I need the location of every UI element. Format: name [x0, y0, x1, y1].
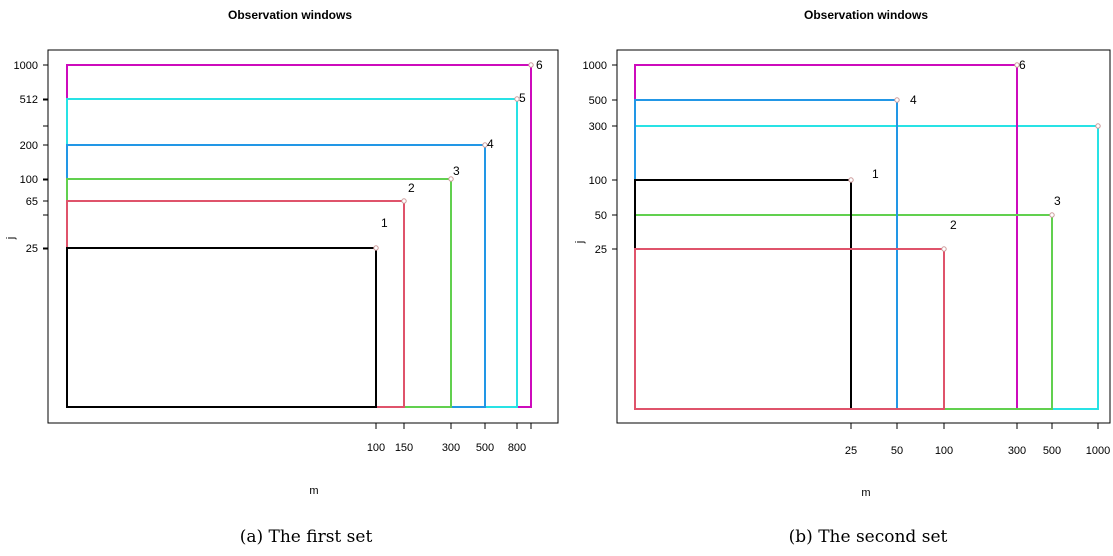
y-tick-label: 100 [20, 174, 38, 186]
y-tick-label: 300 [589, 121, 607, 133]
y-tick-label: 200 [20, 140, 38, 152]
x-tick-label: 800 [508, 442, 526, 454]
caption: (a) The first set [240, 527, 373, 547]
y-tick-label: 50 [595, 210, 607, 222]
y-tick-label: 25 [26, 243, 38, 255]
window-4-label: 4 [487, 137, 494, 151]
x-tick-label: 150 [395, 442, 413, 454]
x-tick-label: 1000 [1086, 445, 1110, 457]
x-tick-label: 100 [367, 442, 385, 454]
x-tick-label: 25 [845, 445, 857, 457]
y-tick-label: 500 [589, 95, 607, 107]
window-4-corner-point [482, 142, 488, 148]
window-2-corner-point [941, 246, 947, 252]
window-4-corner-point [894, 97, 900, 103]
window-1-rect [66, 247, 377, 408]
window-2-label: 2 [408, 181, 415, 195]
y-tick-label: 1000 [583, 60, 607, 72]
caption: (b) The second set [789, 527, 948, 547]
window-4-rect [66, 144, 486, 408]
windows: 6 5 4 3 2 1 [66, 58, 543, 408]
y-axis: 25 65 100 200 512 1000 [14, 60, 48, 255]
window-2-label: 2 [950, 218, 957, 232]
y-tick-label: 512 [20, 94, 38, 106]
window-5-corner-point [1095, 123, 1101, 129]
window-6-label: 6 [536, 58, 543, 72]
x-axis: 100 150 300 500 800 [367, 423, 532, 454]
window-4-rect [634, 99, 898, 410]
y-tick-label: 100 [589, 175, 607, 187]
window-6-rect [66, 64, 532, 408]
window-1-label: 1 [872, 167, 879, 181]
x-tick-label: 300 [1008, 445, 1026, 457]
window-6-corner-point [1014, 62, 1020, 68]
window-1-corner-point [848, 177, 854, 183]
plot-frame [47, 49, 559, 424]
window-2-rect [634, 248, 945, 410]
chart-title: Observation windows [804, 8, 928, 22]
y-axis-label: j [5, 237, 17, 240]
window-3-rect [634, 214, 1053, 410]
x-tick-label: 100 [935, 445, 953, 457]
window-5-label: 5 [519, 91, 526, 105]
plot-frame [616, 49, 1111, 424]
window-1-corner-point [373, 245, 379, 251]
y-tick-label: 65 [26, 196, 38, 208]
window-5-rect [634, 125, 1099, 410]
window-3-label: 3 [1054, 194, 1061, 208]
window-5-corner-point [514, 96, 520, 102]
chart-title: Observation windows [228, 8, 352, 22]
x-tick-label: 300 [442, 442, 460, 454]
x-tick-label: 500 [1043, 445, 1061, 457]
x-axis-label: m [861, 487, 870, 499]
x-tick-label: 50 [891, 445, 903, 457]
window-3-rect [66, 178, 452, 408]
y-axis-label: j [574, 241, 586, 244]
window-3-corner-point [448, 176, 454, 182]
window-6-label: 6 [1019, 58, 1026, 72]
window-3-corner-point [1049, 212, 1055, 218]
window-6-rect [634, 64, 1018, 410]
window-2-corner-point [401, 198, 407, 204]
window-2-rect [66, 200, 405, 408]
y-tick-label: 1000 [14, 60, 38, 72]
y-tick-label: 25 [595, 244, 607, 256]
window-4-label: 4 [910, 93, 917, 107]
x-tick-label: 500 [476, 442, 494, 454]
window-1-label: 1 [381, 216, 388, 230]
window-6-corner-point [528, 62, 534, 68]
window-3-label: 3 [453, 164, 460, 178]
windows: 563412 [634, 58, 1101, 410]
x-axis: 25 50 100 300 500 1000 [845, 423, 1110, 457]
x-axis-label: m [309, 485, 318, 497]
